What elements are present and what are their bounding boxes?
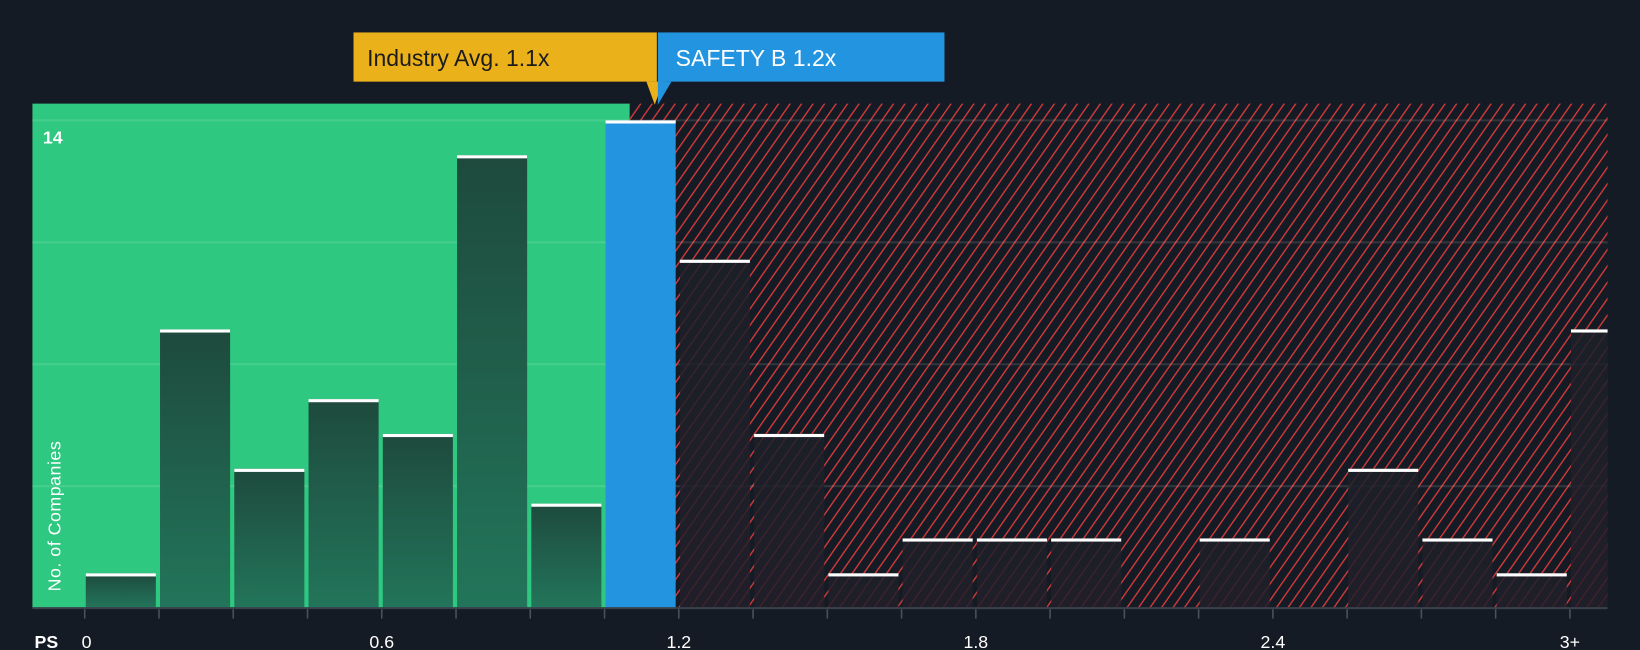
bar-cap: [679, 259, 750, 263]
x-tick-label: 2.4: [1261, 632, 1286, 650]
bar-cap: [1051, 538, 1122, 542]
bar-cap: [1199, 538, 1270, 542]
histogram-bar: [1496, 573, 1567, 609]
y-axis-label: No. of Companies: [45, 441, 65, 592]
bar-cap: [531, 503, 602, 507]
bar-cap: [85, 573, 156, 577]
histogram-bar: [85, 573, 156, 609]
bar-cap: [828, 573, 899, 577]
industry-average-label: Industry Avg. 1.1x: [367, 45, 550, 71]
histogram-bar: [679, 259, 750, 609]
company-bar: [605, 120, 676, 609]
x-tick-label: 0: [82, 632, 92, 650]
x-tick-label: 1.8: [963, 632, 988, 650]
bar-cap: [308, 399, 379, 403]
bar-cap: [1570, 329, 1608, 333]
histogram-bar: [976, 538, 1047, 609]
bar-cap: [234, 468, 305, 472]
bar-cap: [1422, 538, 1493, 542]
bar-cap: [902, 538, 973, 542]
histogram-bar: [382, 433, 453, 609]
histogram-bar: [457, 155, 528, 609]
histogram-bar: [828, 573, 899, 609]
bar-cap: [160, 329, 231, 333]
histogram-bar: [1051, 538, 1122, 609]
x-tick-label: 3+: [1560, 632, 1580, 650]
histogram-bar: [234, 468, 305, 609]
histogram-bar: [1422, 538, 1493, 609]
histogram-bar: [1199, 538, 1270, 609]
histogram-bar: [754, 433, 825, 609]
bar-cap: [754, 433, 825, 438]
bar-cap: [1348, 468, 1419, 472]
company-marker: SAFETY B 1.2x: [657, 32, 945, 105]
y-tick-label: 14: [43, 127, 63, 147]
histogram-bar: [531, 503, 602, 609]
company-label: SAFETY B 1.2x: [676, 45, 837, 71]
bar-cap: [382, 433, 453, 438]
x-tick-label: 1.2: [666, 632, 691, 650]
histogram-bar: [160, 329, 231, 609]
histogram-bar: [902, 538, 973, 609]
bar-cap: [1496, 573, 1567, 577]
x-axis-label: PS: [35, 632, 59, 650]
histogram-bar: [1348, 468, 1419, 609]
x-tick-label: 0.6: [369, 632, 394, 650]
bar-cap: [605, 120, 676, 124]
bar-cap: [457, 155, 528, 159]
histogram-bar: [308, 399, 379, 609]
histogram-bar: [1570, 329, 1608, 609]
bar-cap: [976, 538, 1047, 542]
industry-average-marker: Industry Avg. 1.1x: [353, 32, 664, 105]
